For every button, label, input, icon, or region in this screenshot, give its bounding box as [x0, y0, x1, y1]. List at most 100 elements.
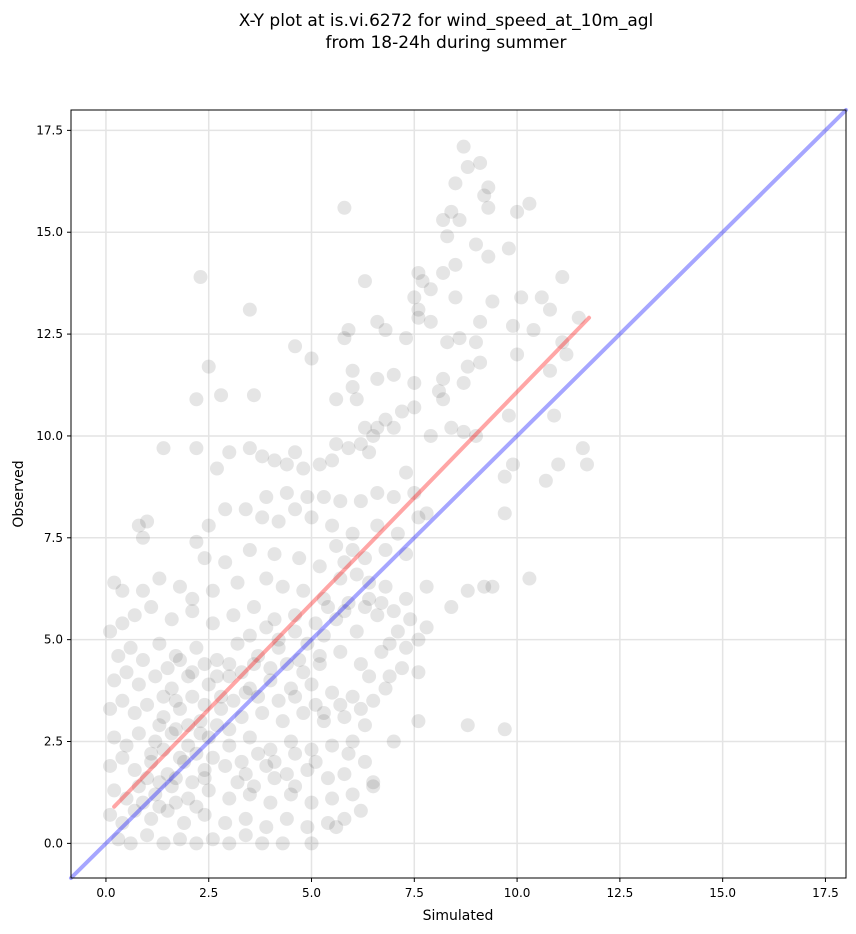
- scatter-point: [423, 428, 438, 443]
- scatter-point: [444, 600, 459, 615]
- scatter-point: [345, 787, 360, 802]
- scatter-point: [382, 636, 397, 651]
- scatter-point: [164, 779, 179, 794]
- scatter-point: [333, 644, 348, 659]
- scatter-point: [111, 648, 126, 663]
- scatter-point: [242, 302, 257, 317]
- scatter-point: [370, 314, 385, 329]
- scatter-point: [353, 437, 368, 452]
- scatter-point: [160, 767, 175, 782]
- scatter-point: [337, 200, 352, 215]
- scatter-point: [259, 490, 274, 505]
- scatter-point: [370, 485, 385, 500]
- scatter-point: [316, 705, 331, 720]
- scatter-point: [226, 608, 241, 623]
- scatter-point: [168, 693, 183, 708]
- scatter-point: [382, 669, 397, 684]
- scatter-point: [477, 579, 492, 594]
- scatter-point: [156, 742, 171, 757]
- scatter-point: [345, 689, 360, 704]
- scatter-point: [197, 551, 212, 566]
- scatter-point: [411, 714, 426, 729]
- scatter-point: [131, 677, 146, 692]
- scatter-point: [172, 832, 187, 847]
- scatter-point: [222, 657, 237, 672]
- scatter-point: [366, 775, 381, 790]
- scatter-point: [115, 815, 130, 830]
- y-axis-label: Observed: [11, 460, 27, 527]
- scatter-point: [185, 665, 200, 680]
- scatter-point: [296, 705, 311, 720]
- scatter-point: [337, 767, 352, 782]
- scatter-point: [275, 714, 290, 729]
- scatter-point: [238, 685, 253, 700]
- scatter-point: [378, 412, 393, 427]
- scatter-point: [357, 420, 372, 435]
- scatter-point: [460, 359, 475, 374]
- scatter-point: [156, 441, 171, 456]
- y-tick-label-4: 10.0: [36, 429, 63, 443]
- scatter-point: [103, 624, 118, 639]
- scatter-point: [320, 600, 335, 615]
- scatter-point: [164, 612, 179, 627]
- scatter-point: [222, 791, 237, 806]
- scatter-point: [477, 188, 492, 203]
- scatter-point: [197, 771, 212, 786]
- scatter-point: [357, 600, 372, 615]
- scatter-point: [444, 420, 459, 435]
- scatter-point: [218, 502, 233, 517]
- scatter-point: [501, 241, 516, 256]
- scatter-point: [193, 270, 208, 285]
- scatter-point: [123, 640, 138, 655]
- scatter-point: [283, 734, 298, 749]
- scatter-point: [234, 665, 249, 680]
- scatter-point: [127, 803, 142, 818]
- x-tick-label-0: 0.0: [96, 886, 115, 900]
- scatter-point: [292, 551, 307, 566]
- scatter-point: [575, 441, 590, 456]
- reference-lines: [69, 108, 848, 880]
- scatter-point: [481, 180, 496, 195]
- scatter-point: [259, 571, 274, 586]
- scatter-point: [312, 457, 327, 472]
- scatter-point: [497, 722, 512, 737]
- scatter-point: [514, 290, 529, 305]
- scatter-point: [246, 388, 261, 403]
- scatter-point: [308, 754, 323, 769]
- scatter-point: [160, 661, 175, 676]
- scatter-point: [333, 697, 348, 712]
- scatter-point: [271, 640, 286, 655]
- scatter-point: [111, 832, 126, 847]
- scatter-point: [316, 628, 331, 643]
- scatter-point: [337, 604, 352, 619]
- scatter-point: [185, 689, 200, 704]
- scatter-point: [411, 632, 426, 647]
- scatter-point: [316, 591, 331, 606]
- scatter-point: [189, 534, 204, 549]
- scatter-point: [448, 290, 463, 305]
- scatter-point: [329, 437, 344, 452]
- scatter-point: [345, 543, 360, 558]
- scatter-point: [140, 514, 155, 529]
- scatter-point: [189, 392, 204, 407]
- scatter-point: [251, 746, 266, 761]
- scatter-point: [267, 754, 282, 769]
- scatter-point: [288, 689, 303, 704]
- scatter-point: [501, 408, 516, 423]
- scatter-point: [386, 604, 401, 619]
- scatter-point: [349, 624, 364, 639]
- scatter-point: [140, 771, 155, 786]
- scatter-point: [148, 787, 163, 802]
- scatter-point: [156, 836, 171, 851]
- scatter-point: [337, 331, 352, 346]
- scatter-point: [131, 726, 146, 741]
- scatter-point: [193, 726, 208, 741]
- scatter-point: [448, 176, 463, 191]
- scatter-point: [349, 567, 364, 582]
- scatter-point: [378, 681, 393, 696]
- scatter-point: [436, 213, 451, 228]
- scatter-point: [251, 689, 266, 704]
- scatter-point: [337, 555, 352, 570]
- scatter-point: [555, 270, 570, 285]
- scatter-point: [522, 571, 537, 586]
